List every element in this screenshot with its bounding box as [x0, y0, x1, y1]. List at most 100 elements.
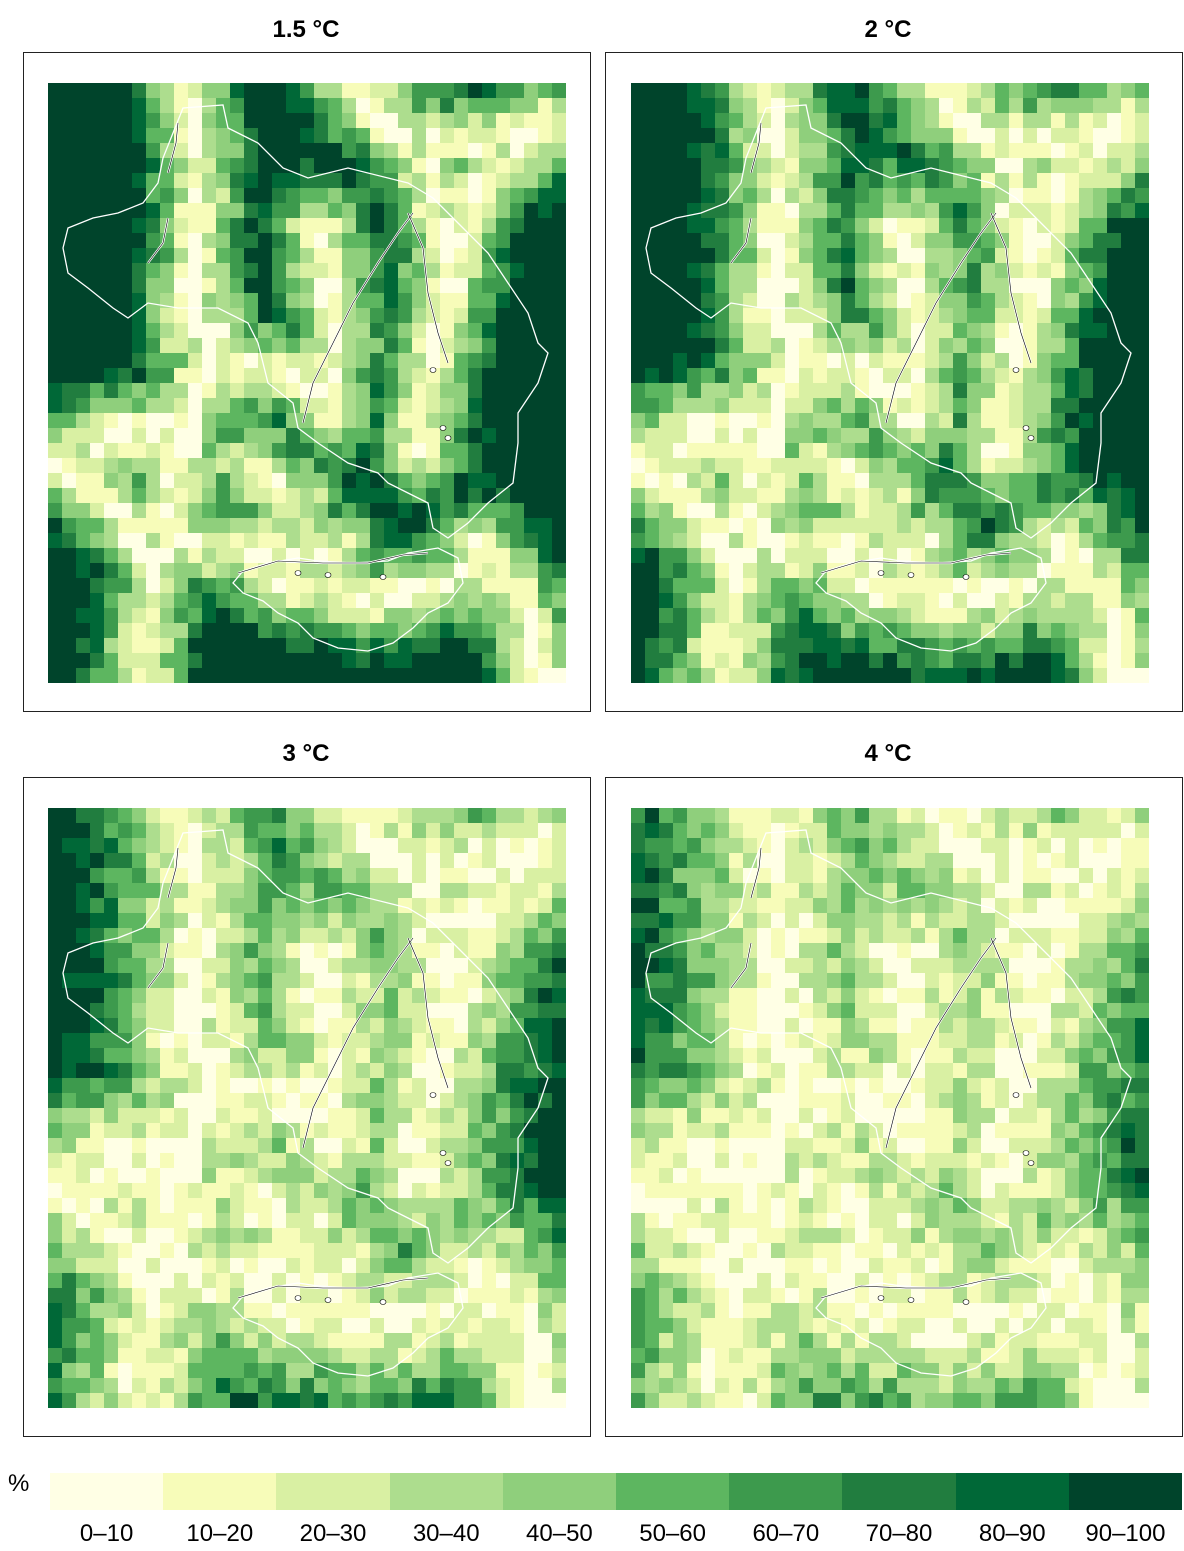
grid-cell	[328, 368, 343, 384]
grid-cell	[1051, 218, 1066, 234]
grid-cell	[1093, 203, 1108, 219]
grid-cell	[911, 353, 926, 369]
grid-cell	[412, 1228, 427, 1244]
grid-cell	[426, 278, 441, 294]
grid-cell	[967, 593, 982, 609]
grid-cell	[631, 428, 646, 444]
grid-cell	[384, 853, 399, 869]
grid-cell	[216, 533, 231, 549]
grid-cell	[426, 1258, 441, 1274]
grid-cell	[188, 353, 203, 369]
grid-cell	[510, 838, 525, 854]
grid-cell	[1065, 218, 1080, 234]
grid-cell	[1135, 473, 1149, 489]
grid-cell	[356, 1348, 371, 1364]
grid-cell	[771, 98, 786, 114]
grid-cell	[426, 988, 441, 1004]
grid-cell	[454, 668, 469, 683]
grid-cell	[1023, 1003, 1038, 1019]
grid-cell	[743, 868, 758, 884]
grid-cell	[174, 608, 189, 624]
grid-cell	[1121, 428, 1136, 444]
grid-cell	[510, 113, 525, 129]
grid-cell	[146, 503, 161, 519]
grid-cell	[552, 823, 566, 839]
grid-cell	[244, 1303, 259, 1319]
grid-cell	[118, 1228, 133, 1244]
grid-cell	[412, 883, 427, 899]
grid-cell	[673, 928, 688, 944]
grid-cell	[827, 548, 842, 564]
grid-cell	[496, 623, 511, 639]
grid-cell	[76, 578, 91, 594]
grid-cell	[552, 578, 566, 594]
grid-cell	[1135, 338, 1149, 354]
grid-cell	[883, 638, 898, 654]
grid-cell	[1051, 808, 1066, 824]
grid-cell	[356, 563, 371, 579]
grid-cell	[538, 1123, 553, 1139]
grid-cell	[496, 128, 511, 144]
grid-cell	[132, 488, 147, 504]
grid-cell	[412, 623, 427, 639]
grid-cell	[482, 443, 497, 459]
grid-cell	[146, 988, 161, 1004]
grid-cell	[1093, 653, 1108, 669]
grid-cell	[1023, 368, 1038, 384]
grid-cell	[76, 1228, 91, 1244]
grid-cell	[426, 368, 441, 384]
grid-cell	[48, 593, 63, 609]
grid-cell	[300, 1303, 315, 1319]
grid-cell	[188, 1048, 203, 1064]
grid-cell	[244, 1138, 259, 1154]
grid-cell	[328, 443, 343, 459]
grid-cell	[510, 1393, 525, 1408]
grid-cell	[659, 338, 674, 354]
grid-cell	[230, 503, 245, 519]
grid-cell	[631, 398, 646, 414]
grid-cell	[1079, 973, 1094, 989]
grid-cell	[1023, 988, 1038, 1004]
grid-cell	[454, 1213, 469, 1229]
grid-cell	[300, 1393, 315, 1408]
grid-cell	[883, 308, 898, 324]
grid-cell	[342, 1303, 357, 1319]
grid-cell	[925, 233, 940, 249]
grid-cell	[552, 488, 566, 504]
grid-cell	[869, 218, 884, 234]
grid-cell	[1107, 593, 1122, 609]
grid-cell	[911, 233, 926, 249]
grid-cell	[314, 398, 329, 414]
grid-cell	[510, 98, 525, 114]
grid-cell	[202, 1318, 217, 1334]
grid-cell	[426, 1138, 441, 1154]
grid-cell	[76, 98, 91, 114]
grid-cell	[314, 1153, 329, 1169]
grid-cell	[771, 278, 786, 294]
grid-cell	[939, 868, 954, 884]
grid-cell	[160, 1108, 175, 1124]
grid-cell	[412, 1078, 427, 1094]
grid-cell	[1107, 1003, 1122, 1019]
grid-cell	[90, 173, 105, 189]
grid-cell	[370, 1228, 385, 1244]
grid-cell	[132, 428, 147, 444]
grid-cell	[146, 383, 161, 399]
grid-cell	[1023, 488, 1038, 504]
grid-cell	[314, 1363, 329, 1379]
grid-cell	[482, 1243, 497, 1259]
grid-cell	[645, 853, 660, 869]
grid-cell	[715, 578, 730, 594]
grid-cell	[1121, 218, 1136, 234]
grid-cell	[90, 1333, 105, 1349]
grid-cell	[314, 638, 329, 654]
grid-cell	[673, 578, 688, 594]
grid-cell	[799, 518, 814, 534]
grid-cell	[659, 653, 674, 669]
grid-cell	[715, 653, 730, 669]
grid-cell	[230, 1093, 245, 1109]
river-outline-inner	[147, 122, 449, 574]
grid-cell	[631, 203, 646, 219]
grid-cell	[62, 173, 77, 189]
grid-cell	[398, 608, 413, 624]
